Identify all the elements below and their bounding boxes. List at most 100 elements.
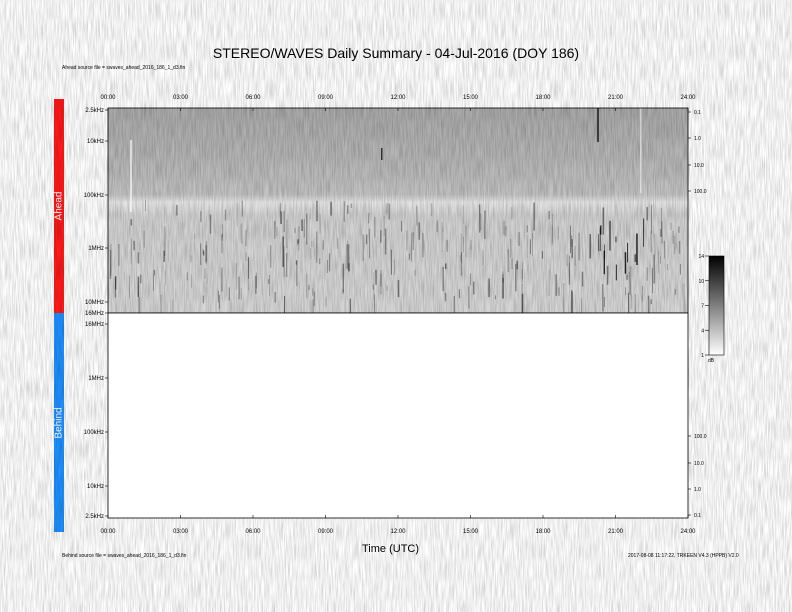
burst-mark <box>473 281 475 295</box>
burst-mark <box>414 269 416 276</box>
burst-mark <box>479 204 481 233</box>
burst-mark <box>168 239 169 262</box>
burst-mark <box>548 269 550 296</box>
burst-mark <box>672 230 674 244</box>
burst-mark <box>470 273 472 286</box>
burst-mark <box>130 238 132 265</box>
burst-mark <box>375 269 377 285</box>
colorbar-unit: dB <box>708 358 715 364</box>
burst-mark <box>502 271 504 299</box>
burst-mark <box>515 263 517 292</box>
y-tick-label: 2.5kHz <box>85 108 104 114</box>
burst-mark <box>444 293 447 302</box>
behind-sidebar: Behind <box>54 313 65 532</box>
burst-mark <box>406 230 408 251</box>
footer-right-note: 2017-08-08 11:17:22, TRKEEN V4.3 (HPPB) … <box>628 553 739 559</box>
burst-mark <box>652 267 653 293</box>
burst-mark <box>310 248 312 260</box>
burst-mark <box>502 274 504 283</box>
burst-mark <box>217 290 219 303</box>
behind-plot-frame <box>107 312 689 519</box>
burst-mark <box>386 203 388 214</box>
burst-mark <box>570 225 571 253</box>
burst-mark <box>566 254 568 267</box>
data-gap-line <box>640 108 642 193</box>
burst-mark <box>680 264 681 275</box>
burst-mark <box>139 297 141 322</box>
burst-mark <box>165 270 166 286</box>
burst-mark <box>510 238 512 258</box>
burst-mark <box>654 233 656 255</box>
burst-mark <box>327 259 328 273</box>
right-tick-label: 0.1 <box>694 110 701 116</box>
burst-mark <box>129 275 130 299</box>
burst-mark <box>511 258 513 270</box>
x-tick-label: 00:00 <box>100 95 116 101</box>
x-tick-label: 09:00 <box>318 95 334 101</box>
burst-mark <box>241 200 243 217</box>
burst-mark <box>286 253 288 277</box>
burst-mark <box>470 240 472 250</box>
burst-mark <box>660 228 662 237</box>
burst-mark <box>412 232 415 251</box>
burst-mark <box>480 213 482 231</box>
burst-mark <box>137 252 140 264</box>
burst-mark <box>145 200 146 212</box>
burst-mark <box>658 251 660 274</box>
burst-mark <box>598 233 599 252</box>
burst-mark <box>642 285 643 302</box>
burst-mark <box>416 205 418 226</box>
burst-mark <box>446 239 448 252</box>
burst-mark <box>646 267 648 281</box>
burst-mark <box>373 272 374 300</box>
burst-mark <box>245 252 247 262</box>
burst-mark <box>663 241 665 259</box>
y-ticks-right-behind: 100.0 10.0 1.0 0.1 <box>688 434 707 519</box>
burst-mark <box>221 267 223 292</box>
burst-mark <box>240 223 243 244</box>
burst-mark <box>453 295 455 323</box>
colorbar-gradient <box>708 255 725 356</box>
burst-mark <box>459 255 461 262</box>
burst-mark <box>255 275 257 294</box>
burst-mark <box>462 205 464 224</box>
burst-mark <box>548 210 550 220</box>
burst-mark <box>313 291 315 307</box>
burst-mark <box>143 230 145 248</box>
burst-mark <box>555 274 557 296</box>
burst-mark <box>461 233 463 264</box>
burst-mark <box>609 220 611 251</box>
burst-mark <box>615 264 617 281</box>
y-tick-label: 16MHz <box>85 322 104 328</box>
burst-mark <box>303 219 305 238</box>
burst-mark <box>430 203 433 217</box>
burst-mark <box>283 245 285 278</box>
x-tick-label: 06:00 <box>245 95 261 101</box>
burst-mark <box>228 287 230 301</box>
burst-mark <box>224 209 227 221</box>
burst-mark <box>194 233 196 239</box>
burst-mark <box>521 293 524 318</box>
x-tick-label: 15:00 <box>463 529 479 535</box>
burst-mark <box>602 284 604 312</box>
ahead-spectrogram-noise <box>108 108 688 313</box>
burst-mark <box>460 252 462 276</box>
burst-mark <box>660 256 661 264</box>
burst-mark <box>221 234 223 254</box>
burst-mark <box>372 284 374 290</box>
burst-mark <box>670 222 672 230</box>
burst-mark <box>468 286 470 309</box>
right-tick-label: 1.0 <box>694 136 701 142</box>
burst-mark <box>626 274 628 280</box>
colorbar-ticks: 14 10 7 4 1 <box>698 254 709 359</box>
behind-panel <box>107 312 689 519</box>
x-tick-label: 00:00 <box>100 529 116 535</box>
burst-mark <box>343 201 345 222</box>
burst-mark <box>527 234 528 258</box>
burst-mark <box>164 226 166 256</box>
burst-mark <box>465 226 467 257</box>
burst-mark <box>130 219 132 226</box>
burst-mark <box>643 218 644 247</box>
burst-mark <box>444 263 447 269</box>
burst-mark <box>397 280 400 297</box>
